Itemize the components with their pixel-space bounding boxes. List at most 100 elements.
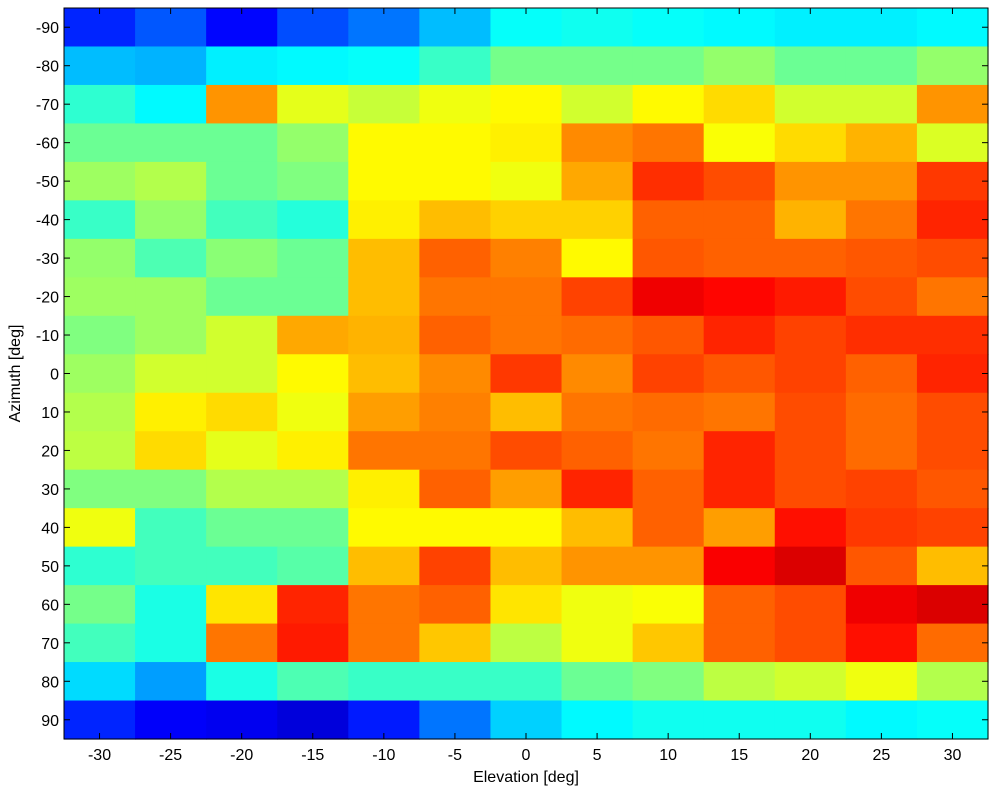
heatmap-cell — [206, 123, 278, 163]
heatmap-cell — [277, 277, 349, 317]
heatmap-cell — [135, 200, 207, 240]
heatmap-cell — [64, 8, 136, 48]
heatmap-cell — [490, 8, 563, 48]
heatmap-cell — [916, 585, 989, 625]
heatmap-cell — [348, 46, 420, 86]
y-tick-label: -10 — [36, 328, 59, 345]
heatmap-cell — [561, 546, 634, 586]
heatmap-cell — [845, 392, 918, 432]
y-tick-label: -50 — [36, 174, 59, 191]
y-tick-label: 80 — [41, 674, 59, 691]
heatmap-cell — [561, 46, 634, 86]
heatmap-cell — [206, 46, 278, 86]
heatmap-cell — [277, 585, 349, 625]
heatmap-cell — [561, 508, 634, 548]
heatmap-cell — [774, 431, 847, 471]
heatmap-cell — [348, 200, 420, 240]
heatmap-cell — [277, 200, 349, 240]
heatmap-cell — [703, 8, 776, 48]
heatmap-cell — [774, 8, 847, 48]
heatmap-cell — [135, 392, 207, 432]
heatmap-cell — [419, 546, 492, 586]
heatmap-cell — [135, 84, 207, 125]
x-tick-label: -25 — [159, 747, 182, 764]
heatmap-cell — [419, 277, 492, 317]
heatmap-cell — [64, 123, 136, 163]
x-tick-label: 10 — [659, 747, 677, 764]
heatmap-cell — [490, 585, 563, 625]
heatmap-cell — [64, 84, 136, 125]
x-axis-label: Elevation [deg] — [473, 769, 579, 786]
heatmap-cell — [774, 585, 847, 625]
heatmap-cell — [845, 354, 918, 394]
heatmap-cell — [774, 662, 847, 702]
heatmap-cell — [348, 662, 420, 702]
heatmap-cell — [490, 46, 563, 86]
heatmap-cell — [419, 200, 492, 240]
x-tick-label: -10 — [372, 747, 395, 764]
heatmap-cell — [206, 238, 278, 278]
y-axis-label: Azimuth [deg] — [7, 325, 24, 423]
heatmap-cell — [490, 200, 563, 240]
x-tick-label: 0 — [522, 747, 531, 764]
heatmap-cell — [135, 546, 207, 586]
heatmap-cell — [916, 392, 989, 432]
heatmap-cell — [916, 354, 989, 394]
heatmap-cell — [916, 469, 989, 509]
heatmap-cell — [419, 623, 492, 663]
heatmap-cell — [632, 277, 705, 317]
heatmap-cell — [490, 546, 563, 586]
heatmap-cell — [703, 662, 776, 702]
heatmap-cell — [490, 392, 563, 432]
heatmap-cell — [774, 46, 847, 86]
heatmap-cell — [774, 200, 847, 240]
heatmap-cell — [277, 315, 349, 355]
heatmap-cell — [632, 238, 705, 278]
heatmap-cell — [490, 431, 563, 471]
x-tick-label: 20 — [801, 747, 819, 764]
heatmap-cell — [703, 238, 776, 278]
y-tick-label: 0 — [50, 367, 59, 384]
heatmap-cell — [561, 315, 634, 355]
heatmap-cell — [774, 84, 847, 125]
heatmap-cell — [916, 238, 989, 278]
heatmap-cell — [419, 315, 492, 355]
x-tick-label: 30 — [944, 747, 962, 764]
heatmap-cell — [845, 238, 918, 278]
heatmap-cell — [561, 161, 634, 201]
heatmap-cell — [561, 585, 634, 625]
heatmap-cell — [277, 8, 349, 48]
heatmap-cell — [774, 469, 847, 509]
heatmap-cell — [277, 508, 349, 548]
heatmap-cell — [632, 508, 705, 548]
y-tick-label: -90 — [36, 20, 59, 37]
y-tick-label: -60 — [36, 136, 59, 153]
heatmap-cell — [64, 238, 136, 278]
heatmap-cell — [916, 662, 989, 702]
heatmap-cell — [774, 123, 847, 163]
heatmap-cell — [561, 123, 634, 163]
heatmap-cell — [845, 123, 918, 163]
heatmap-cell — [845, 46, 918, 86]
heatmap-cell — [206, 277, 278, 317]
y-tick-label: 40 — [41, 520, 59, 537]
heatmap-cell — [206, 546, 278, 586]
heatmap-cell — [490, 315, 563, 355]
heatmap-cell — [135, 123, 207, 163]
heatmap-cell — [277, 84, 349, 125]
heatmap-cell — [916, 623, 989, 663]
heatmap-cell — [774, 315, 847, 355]
heatmap-cell — [64, 662, 136, 702]
y-tick-label: 70 — [41, 636, 59, 653]
heatmap-cell — [206, 161, 278, 201]
heatmap-cell — [632, 585, 705, 625]
heatmap-cell — [703, 84, 776, 125]
heatmap-cell — [419, 585, 492, 625]
heatmap-cell — [632, 354, 705, 394]
heatmap-cell — [135, 508, 207, 548]
heatmap-cell — [419, 46, 492, 86]
heatmap-cell — [490, 508, 563, 548]
y-tick-label: 10 — [41, 405, 59, 422]
heatmap-cell — [348, 469, 420, 509]
